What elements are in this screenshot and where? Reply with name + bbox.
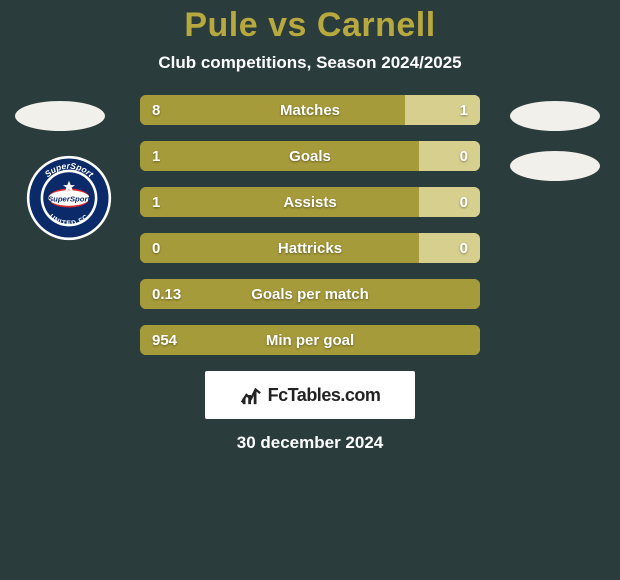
branding-text: FcTables.com bbox=[268, 385, 381, 406]
stat-label: Goals bbox=[140, 148, 480, 165]
stat-label: Hattricks bbox=[140, 240, 480, 257]
stat-row: 1Assists0 bbox=[140, 187, 480, 217]
player1-club-badge: SuperSport UNITED FC SuperSport bbox=[26, 155, 112, 241]
title-player2: Carnell bbox=[317, 6, 436, 44]
stat-value-right: 0 bbox=[460, 148, 468, 165]
stat-label: Goals per match bbox=[140, 286, 480, 303]
chart-icon bbox=[240, 384, 262, 406]
supersport-badge-icon: SuperSport UNITED FC SuperSport bbox=[26, 155, 112, 241]
content-root: Pule vs Carnell Club competitions, Seaso… bbox=[0, 0, 620, 580]
stat-value-right: 0 bbox=[460, 240, 468, 257]
page-title: Pule vs Carnell bbox=[0, 6, 620, 45]
player1-avatar bbox=[15, 101, 105, 131]
stat-row: 954Min per goal bbox=[140, 325, 480, 355]
stat-label: Matches bbox=[140, 102, 480, 119]
player2-club-badge bbox=[510, 151, 600, 181]
stats-area: SuperSport UNITED FC SuperSport 8Matches… bbox=[0, 95, 620, 355]
stat-label: Min per goal bbox=[140, 332, 480, 349]
stat-bars: 8Matches11Goals01Assists00Hattricks00.13… bbox=[140, 95, 480, 355]
player2-avatar bbox=[510, 101, 600, 131]
subtitle: Club competitions, Season 2024/2025 bbox=[0, 53, 620, 73]
svg-text:SuperSport: SuperSport bbox=[48, 194, 91, 203]
stat-value-right: 0 bbox=[460, 194, 468, 211]
stat-row: 0.13Goals per match bbox=[140, 279, 480, 309]
title-vs: vs bbox=[268, 6, 307, 44]
stat-row: 0Hattricks0 bbox=[140, 233, 480, 263]
stat-value-right: 1 bbox=[460, 102, 468, 119]
branding-box[interactable]: FcTables.com bbox=[205, 371, 415, 419]
stat-row: 8Matches1 bbox=[140, 95, 480, 125]
stat-row: 1Goals0 bbox=[140, 141, 480, 171]
title-player1: Pule bbox=[184, 6, 258, 44]
stat-label: Assists bbox=[140, 194, 480, 211]
date-text: 30 december 2024 bbox=[0, 433, 620, 453]
